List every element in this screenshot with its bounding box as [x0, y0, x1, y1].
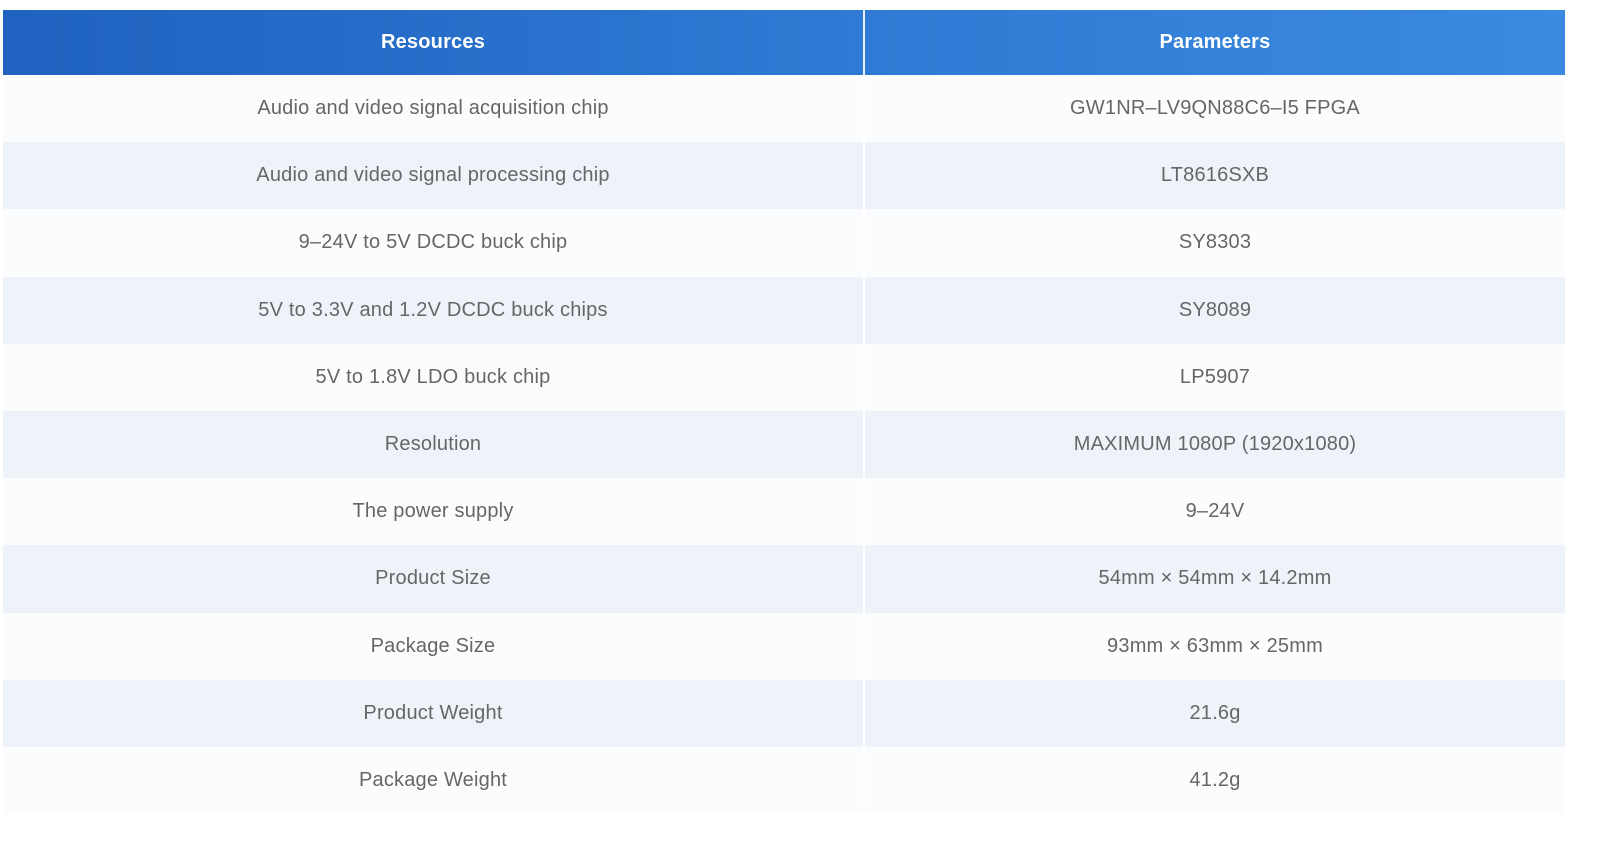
table-cell: 21.6g	[865, 679, 1565, 747]
table-cell: LT8616SXB	[865, 142, 1565, 210]
table-cell: SY8303	[865, 209, 1565, 277]
table-cell: 41.2g	[865, 746, 1565, 815]
table-cell: Package Size	[3, 612, 863, 680]
table-row: Product Weight 21.6g	[3, 679, 1565, 747]
table-cell: The power supply	[3, 478, 863, 546]
table-row: Audio and video signal acquisition chip G…	[3, 75, 1565, 143]
table-row: The power supply 9–24V	[3, 478, 1565, 546]
spec-table: Resources Parameters Audio and video signa…	[3, 10, 1565, 815]
table-row: Package Size 93mm × 63mm × 25mm	[3, 612, 1565, 680]
table-cell: 9–24V to 5V DCDC buck chip	[3, 209, 863, 277]
table-cell: 5V to 1.8V LDO buck chip	[3, 343, 863, 411]
table-cell: Audio and video signal processing chip	[3, 142, 863, 210]
table-cell: Audio and video signal acquisition chip	[3, 75, 863, 143]
table-row: Package Weight 41.2g	[3, 746, 1565, 815]
table-row: Product Size 54mm × 54mm × 14.2mm	[3, 545, 1565, 613]
table-cell: LP5907	[865, 343, 1565, 411]
header-row: Resources Parameters	[3, 10, 1565, 75]
table-row: Audio and video signal processing chip LT…	[3, 142, 1565, 210]
table-row: 9–24V to 5V DCDC buck chip SY8303	[3, 209, 1565, 277]
table-cell: 93mm × 63mm × 25mm	[865, 612, 1565, 680]
table-cell: 54mm × 54mm × 14.2mm	[865, 545, 1565, 613]
table-row: 5V to 1.8V LDO buck chip LP5907	[3, 343, 1565, 411]
table-row: Resolution MAXIMUM 1080P (1920x1080)	[3, 410, 1565, 479]
table-cell: Resolution	[3, 410, 863, 479]
header-cell: Parameters	[863, 10, 1565, 75]
table-cell: 9–24V	[865, 478, 1565, 546]
header-cell: Resources	[380, 31, 486, 53]
table-cell: MAXIMUM 1080P (1920x1080)	[865, 410, 1565, 479]
table-cell: 5V to 3.3V and 1.2V DCDC buck chips	[3, 276, 863, 344]
table-cell: SY8089	[865, 276, 1565, 344]
table-cell: GW1NR–LV9QN88C6–I5 FPGA	[865, 75, 1565, 143]
table-row: 5V to 3.3V and 1.2V DCDC buck chips SY808…	[3, 276, 1565, 344]
table-cell: Package Weight	[3, 746, 863, 815]
table-cell: Product Size	[3, 545, 863, 613]
table-cell: Product Weight	[3, 679, 863, 747]
